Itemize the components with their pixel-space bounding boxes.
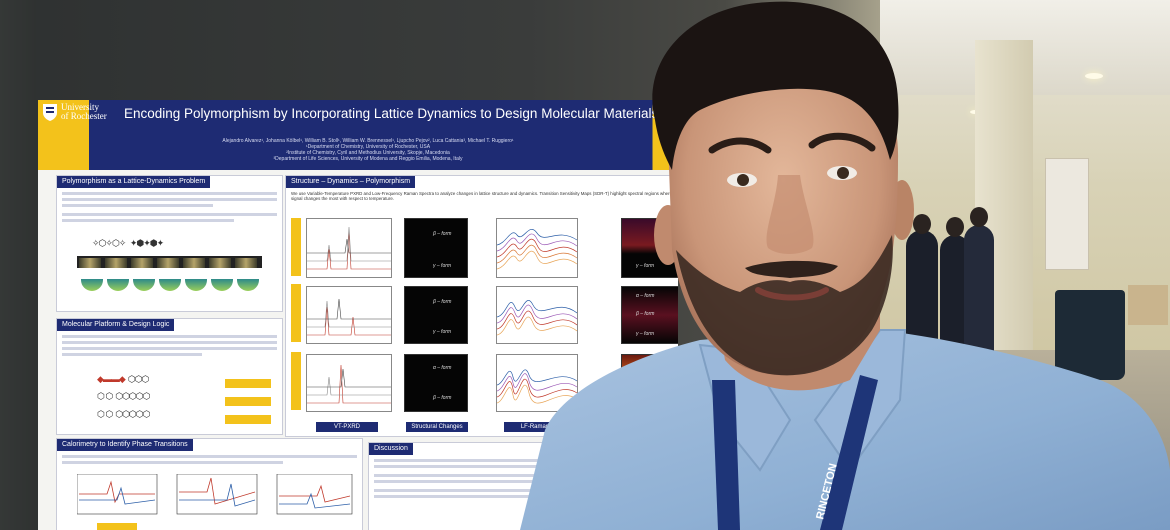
- structure-intro: We use Variable-Temperature PXRD and Low…: [291, 191, 673, 202]
- lanyard: [712, 380, 740, 530]
- row-label: [291, 218, 301, 276]
- structural-map: β – form γ – form: [404, 218, 468, 278]
- footer-label: Structural Changes: [406, 422, 468, 432]
- university-logo: University of Rochester: [42, 103, 107, 121]
- person: [964, 207, 994, 355]
- structural-map: β – form γ – form: [404, 286, 468, 344]
- pxrd-plot: [306, 218, 392, 278]
- poster-header: University of Rochester Encoding Polymorp…: [38, 100, 678, 170]
- section-body: [62, 335, 277, 356]
- pxrd-plot: [306, 354, 392, 412]
- sdr-map: α – form β – form γ – form: [621, 286, 678, 344]
- raman-plot: [496, 354, 578, 412]
- wall-rack: [1045, 158, 1089, 270]
- background-people: [900, 205, 995, 355]
- molecule-figure: ✧⬡✧⬡✧ ✦⬢✦⬢✦: [92, 238, 164, 248]
- cardboard-box: [1128, 285, 1168, 325]
- crest-icon: [43, 104, 57, 121]
- section-body: [374, 459, 674, 498]
- label-tag: [97, 523, 137, 530]
- molecule-figure: ⬡ ⬡ ⬡⬡⬡⬡⬡: [97, 391, 151, 401]
- hair: [652, 1, 899, 171]
- section-calorimetry: Calorimetry to Identify Phase Transition…: [56, 438, 363, 530]
- raman-plot: [496, 218, 578, 278]
- label-tag: [225, 397, 271, 406]
- molecule-figure: ◆▬▬◆ ⬡⬡⬡: [97, 374, 149, 384]
- footer-label: LF-Raman: [504, 422, 566, 432]
- poster-authors: Alejandro Alvarez¹, Johanna Kölbel¹, Wil…: [222, 138, 514, 162]
- poster-board: [0, 0, 36, 530]
- section-body: [62, 192, 277, 222]
- energy-landscapes: [79, 278, 261, 296]
- footer-label: VT-PXRD: [316, 422, 378, 432]
- pxrd-plot: [306, 286, 392, 344]
- section-body: [62, 455, 357, 464]
- label-tag: [225, 379, 271, 388]
- section-lattice: Polymorphism as a Lattice-Dynamics Probl…: [56, 175, 283, 312]
- row-label: [291, 284, 301, 342]
- structural-map: α – form β – form: [404, 354, 468, 412]
- person: [906, 214, 938, 350]
- raman-plot: [496, 286, 578, 344]
- molecule-figure: ⬡ ⬡ ⬡⬡⬡⬡⬡: [97, 409, 151, 419]
- poster-title: Encoding Polymorphism by Incorporating L…: [124, 106, 659, 121]
- trash-bin: [1055, 290, 1125, 380]
- section-molecular: Molecular Platform & Design Logic ◆▬▬◆ ⬡…: [56, 318, 283, 435]
- ceiling-light: [1085, 73, 1103, 79]
- crystal-images: [77, 256, 262, 268]
- label-tag: [225, 415, 271, 424]
- row-label: [291, 352, 301, 410]
- dsc-plots: [77, 474, 353, 515]
- research-poster: University of Rochester Encoding Polymorp…: [38, 100, 678, 530]
